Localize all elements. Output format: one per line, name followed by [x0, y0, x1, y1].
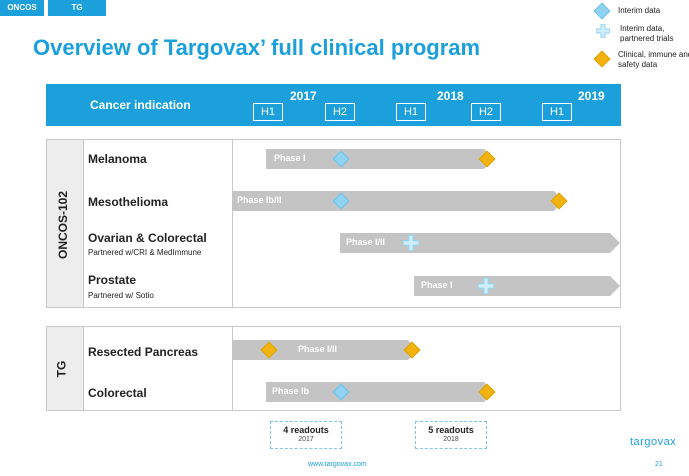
gold-diamond-icon: [593, 50, 611, 68]
timeline-header: Cancer indication 2017 2018 2019 H1 H2 H…: [46, 84, 621, 126]
legend-item-clinical: Clinical, immune and safety data: [593, 50, 689, 70]
phase-label: Phase I: [421, 280, 453, 290]
targovax-logo: targovax: [630, 436, 677, 448]
grid-divider: [232, 140, 233, 307]
phase-arrow-melanoma: Phase I: [266, 149, 494, 169]
year-2019: 2019: [578, 89, 605, 103]
indication-partner-note: Partnered w/ Sotio: [88, 291, 154, 300]
indication-ovarian-colorectal: Ovarian & Colorectal: [88, 231, 207, 245]
page-title: Overview of Targovax’ full clinical prog…: [33, 35, 481, 60]
blue-diamond-icon: [593, 2, 611, 20]
readout-count: 5 readouts: [428, 425, 474, 435]
phase-label: Phase I/II: [346, 237, 386, 247]
partnered-interim-cross-icon: [403, 235, 419, 251]
cancer-indication-header: Cancer indication: [90, 98, 191, 112]
readout-year: 2018: [443, 436, 459, 443]
tab-oncos[interactable]: ONCOS: [0, 0, 44, 16]
phase-arrow-ovarian-colorectal: Phase I/II: [340, 233, 620, 253]
half-h1-2019: H1: [542, 103, 572, 121]
legend-label: Clinical, immune and safety data: [618, 50, 689, 69]
indication-resected-pancreas: Resected Pancreas: [88, 345, 199, 359]
oncos-section-label: ONCOS-102: [56, 190, 71, 260]
tg-section-side: [47, 327, 84, 410]
half-h2-2017: H2: [325, 103, 355, 121]
legend-item-interim: Interim data: [593, 2, 661, 20]
grid-divider: [232, 327, 233, 410]
indication-colorectal: Colorectal: [88, 386, 147, 400]
phase-label: Phase Ib: [272, 386, 310, 396]
tab-tg[interactable]: TG: [48, 0, 106, 16]
legend-label: Interim data: [618, 6, 661, 15]
legend-label: Interim data, partnered trials: [620, 24, 674, 43]
readout-year: 2017: [298, 436, 314, 443]
legend-item-partnered: Interim data, partnered trials: [596, 24, 689, 44]
indication-prostate: Prostate: [88, 273, 137, 287]
partnered-interim-cross-icon: [478, 278, 494, 294]
phase-arrow-mesothelioma: Phase Ib/II: [232, 191, 564, 211]
readout-count: 4 readouts: [283, 425, 329, 435]
indication-mesothelioma: Mesothelioma: [88, 195, 169, 209]
page-number: 21: [655, 461, 663, 468]
footer-url[interactable]: www.targovax.com: [308, 461, 367, 468]
tg-section-label: TG: [54, 360, 69, 378]
cross-icon: [596, 24, 610, 38]
half-h1-2017: H1: [253, 103, 283, 121]
half-h2-2018: H2: [471, 103, 501, 121]
phase-label: Phase I/II: [298, 344, 338, 354]
phase-label: Phase I: [274, 153, 306, 163]
phase-arrow-prostate: Phase I: [414, 276, 620, 296]
year-2018: 2018: [437, 89, 464, 103]
readout-2017: 4 readouts 2017: [270, 421, 342, 449]
oncos-section-side: [47, 140, 84, 307]
readout-2018: 5 readouts 2018: [415, 421, 487, 449]
indication-melanoma: Melanoma: [88, 152, 147, 166]
phase-arrow-resected-pancreas: Phase I/II: [232, 340, 418, 360]
year-2017: 2017: [290, 89, 317, 103]
phase-label: Phase Ib/II: [237, 195, 282, 205]
indication-partner-note: Partnered w/CRI & MedImmune: [88, 248, 202, 257]
half-h1-2018: H1: [396, 103, 426, 121]
phase-arrow-colorectal: Phase Ib: [266, 382, 494, 402]
